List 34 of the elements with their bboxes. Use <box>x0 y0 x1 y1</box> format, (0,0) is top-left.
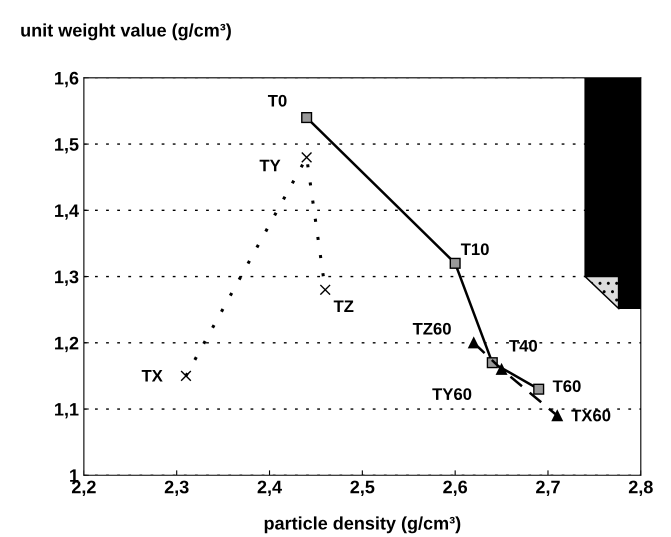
annotation: TY60 <box>432 388 472 400</box>
point <box>468 337 480 348</box>
y-tick-label: 1,5 <box>55 138 79 154</box>
x-tick-label: 2,6 <box>443 480 468 496</box>
annotation: T0 <box>268 94 287 107</box>
x-tick-label: 2,2 <box>72 480 96 496</box>
point <box>552 410 563 422</box>
point <box>533 384 544 395</box>
annotation: T60 <box>552 380 581 392</box>
y-tick-label: 1,3 <box>55 270 78 286</box>
x-axis-title: particle density (g/cm³) <box>264 516 460 534</box>
point <box>301 152 312 163</box>
annotation: TX60 <box>571 410 610 422</box>
x-tick-label: 2,7 <box>536 480 560 496</box>
y-axis-title: unit weight value (g/cm³) <box>21 23 231 40</box>
y-tick-label: 1,6 <box>55 72 78 88</box>
point <box>180 370 192 382</box>
x-tick-label: 2,3 <box>164 480 189 496</box>
annotation: TY <box>260 160 280 172</box>
point <box>301 112 312 124</box>
y-tick-label: 1,1 <box>55 403 79 418</box>
annotation: TZ60 <box>412 322 451 335</box>
annotation: T40 <box>509 340 537 352</box>
x-tick-label: 2,8 <box>628 480 653 496</box>
point <box>320 284 331 296</box>
point <box>450 258 461 269</box>
x-tick-label: 2,4 <box>258 480 282 496</box>
y-tick-label: 1,2 <box>55 336 78 352</box>
annotation: TX <box>142 370 163 382</box>
point <box>496 364 508 375</box>
x-tick-label: 2,5 <box>350 480 374 496</box>
annotation: T10 <box>460 243 489 256</box>
annotation: TZ <box>334 300 354 312</box>
y-tick-label: 1,4 <box>55 204 79 220</box>
